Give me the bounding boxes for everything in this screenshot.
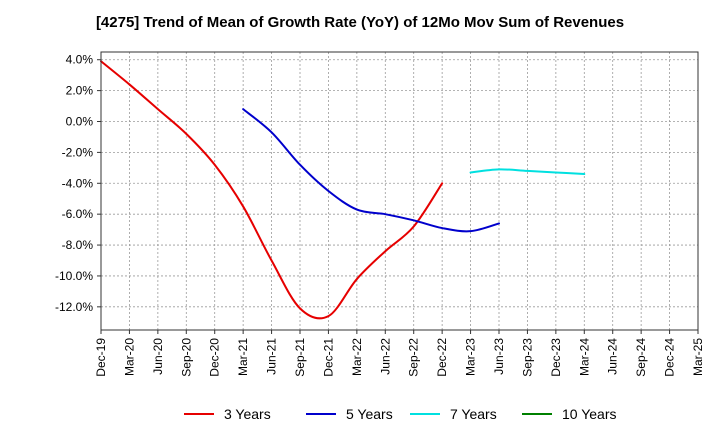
plot-frame [100,51,699,331]
legend-label-5-years: 5 Years [346,406,393,422]
series-line-3-years [100,60,444,320]
x-tick-label: Mar-21 [236,338,250,376]
x-tick-label: Sep-20 [179,338,193,377]
x-tick-label: Dec-19 [94,338,108,377]
x-tick-label: Dec-20 [208,338,222,377]
legend-label-3-years: 3 Years [224,406,271,422]
y-tick-label: -2.0% [62,145,94,159]
y-tick-label: -6.0% [62,207,94,221]
series-line-7-years [469,168,586,176]
series-layer [100,60,586,320]
x-tick-label: Dec-24 [663,338,677,377]
x-tick-label: Jun-24 [606,338,620,375]
x-tick-label: Mar-20 [122,338,136,376]
x-tick-label: Mar-22 [350,338,364,376]
x-tick-label: Jun-22 [378,338,392,375]
y-tick-label: -12.0% [55,300,93,314]
y-axis: 4.0% 2.0% 0.0% -2.0% -4.0% -6.0% -8.0% -10.0% -1… [55,53,101,314]
x-tick-label: Jun-21 [265,338,279,375]
y-tick-label: -8.0% [62,238,94,252]
x-tick-label: Jun-23 [492,338,506,375]
x-tick-label: Sep-21 [293,338,307,377]
x-axis: Dec-19 Mar-20 Jun-20 Sep-20 Dec-20 Mar-21 Jun-… [94,330,705,377]
x-tick-label: Jun-20 [151,338,165,375]
x-tick-label: Sep-23 [520,338,534,377]
x-tick-label: Dec-23 [549,338,563,377]
legend: 3 Years 5 Years 7 Years 10 Years [184,406,617,422]
grid-layer [100,52,699,330]
y-tick-label: -4.0% [62,176,94,190]
y-tick-label: 0.0% [66,115,94,129]
x-tick-label: Mar-23 [464,338,478,376]
x-tick-label: Sep-22 [407,338,421,377]
chart-title: [4275] Trend of Mean of Growth Rate (YoY… [95,14,625,31]
y-tick-label: 2.0% [66,84,94,98]
legend-label-7-years: 7 Years [450,406,497,422]
x-tick-label: Dec-22 [435,338,449,377]
y-tick-label: -10.0% [55,269,93,283]
y-tick-label: 4.0% [66,53,94,67]
x-tick-label: Dec-21 [321,338,335,377]
x-tick-label: Sep-24 [634,338,648,377]
legend-label-10-years: 10 Years [562,406,617,422]
x-tick-label: Mar-24 [577,338,591,376]
x-tick-label: Mar-25 [691,338,705,376]
series-line-5-years [242,108,500,233]
